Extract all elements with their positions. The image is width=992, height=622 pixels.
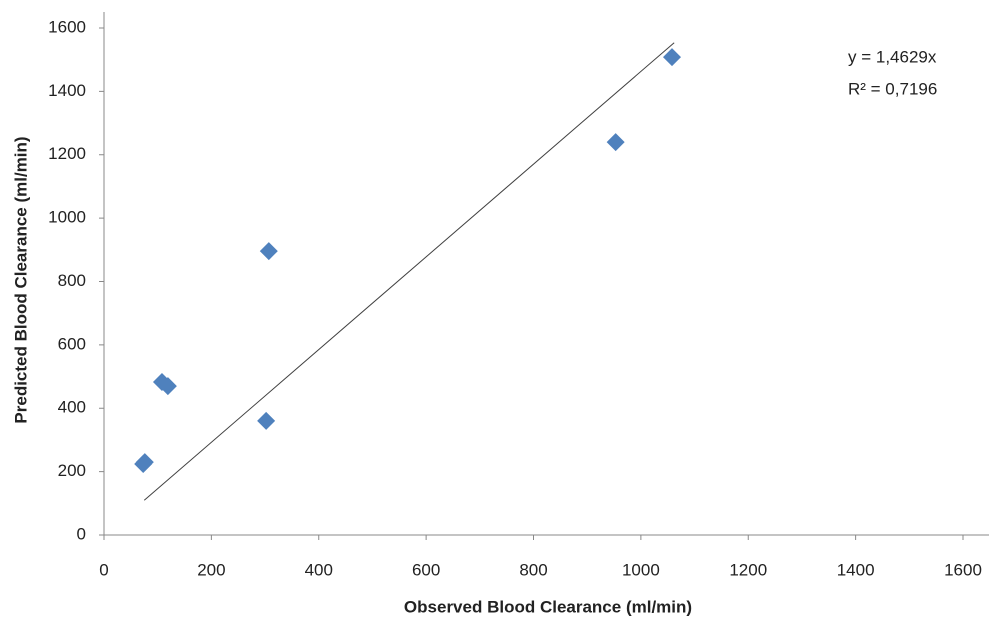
x-tick-label: 1200 [729, 560, 767, 579]
y-tick-label: 400 [58, 398, 86, 417]
point [134, 455, 153, 474]
y-tick-label: 1600 [48, 17, 86, 36]
x-tick-label: 1400 [837, 560, 875, 579]
x-tick-label: 200 [197, 560, 225, 579]
y-axis-title: Predicted Blood Clearance (ml/min) [11, 136, 30, 423]
trendline [143, 42, 675, 501]
point [606, 133, 625, 152]
x-tick-label: 400 [305, 560, 333, 579]
y-tick-label: 600 [58, 334, 86, 353]
x-tick-label: 800 [519, 560, 547, 579]
x-tick-label: 1600 [944, 560, 982, 579]
point [259, 242, 278, 261]
y-tick-label: 1400 [48, 81, 86, 100]
y-tick-label: 0 [77, 524, 86, 543]
y-tick-label: 1200 [48, 144, 86, 163]
trendline-equation: y = 1,4629x [848, 47, 937, 66]
point [663, 48, 682, 67]
x-tick-label: 600 [412, 560, 440, 579]
y-tick-label: 200 [58, 461, 86, 480]
r-squared: R² = 0,7196 [848, 79, 937, 98]
x-tick-label: 0 [99, 560, 108, 579]
x-axis-title: Observed Blood Clearance (ml/min) [404, 597, 692, 616]
y-tick-label: 800 [58, 271, 86, 290]
y-tick-label: 1000 [48, 208, 86, 227]
point [257, 411, 276, 430]
point [158, 377, 177, 396]
x-tick-label: 1000 [622, 560, 660, 579]
